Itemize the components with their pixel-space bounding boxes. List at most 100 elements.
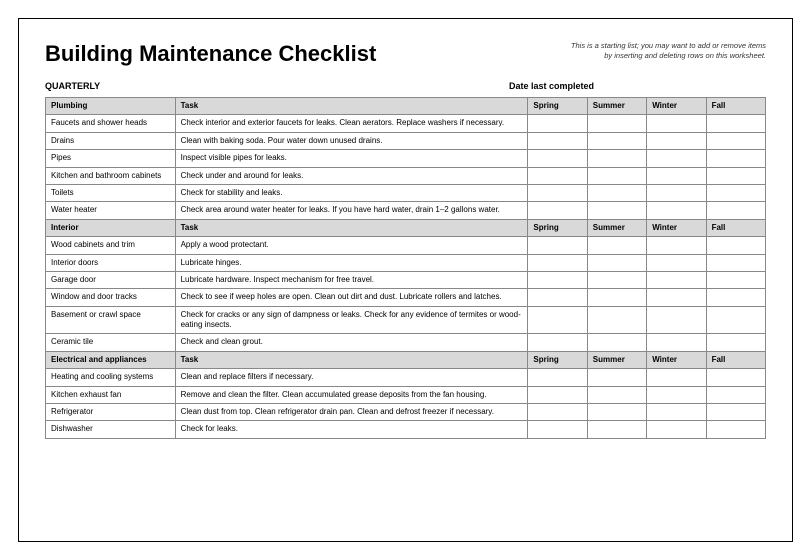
summer-cell[interactable] [587, 254, 646, 271]
task-column-header: Task [175, 351, 528, 368]
area-cell: Basement or crawl space [46, 306, 176, 334]
winter-cell[interactable] [647, 289, 706, 306]
spring-cell[interactable] [528, 167, 587, 184]
area-cell: Kitchen and bathroom cabinets [46, 167, 176, 184]
table-row: Kitchen exhaust fanRemove and clean the … [46, 386, 766, 403]
winter-cell[interactable] [647, 184, 706, 201]
spring-cell[interactable] [528, 334, 587, 351]
spring-cell[interactable] [528, 254, 587, 271]
summer-cell[interactable] [587, 115, 646, 132]
page-title: Building Maintenance Checklist [45, 41, 376, 67]
winter-cell[interactable] [647, 306, 706, 334]
fall-cell[interactable] [706, 404, 765, 421]
spring-cell[interactable] [528, 386, 587, 403]
fall-cell[interactable] [706, 386, 765, 403]
winter-cell[interactable] [647, 115, 706, 132]
spring-cell[interactable] [528, 421, 587, 438]
spring-cell[interactable] [528, 237, 587, 254]
season-header-summer: Summer [587, 351, 646, 368]
summer-cell[interactable] [587, 386, 646, 403]
season-header-spring: Spring [528, 98, 587, 115]
season-header-fall: Fall [706, 219, 765, 236]
summer-cell[interactable] [587, 289, 646, 306]
winter-cell[interactable] [647, 404, 706, 421]
task-cell: Check for stability and leaks. [175, 184, 528, 201]
spring-cell[interactable] [528, 289, 587, 306]
winter-cell[interactable] [647, 237, 706, 254]
winter-cell[interactable] [647, 132, 706, 149]
area-cell: Refrigerator [46, 404, 176, 421]
spring-cell[interactable] [528, 306, 587, 334]
task-cell: Apply a wood protectant. [175, 237, 528, 254]
winter-cell[interactable] [647, 271, 706, 288]
summer-cell[interactable] [587, 237, 646, 254]
task-cell: Clean and replace filters if necessary. [175, 369, 528, 386]
area-cell: Water heater [46, 202, 176, 219]
fall-cell[interactable] [706, 369, 765, 386]
section-header-row: Electrical and appliancesTaskSpringSumme… [46, 351, 766, 368]
winter-cell[interactable] [647, 386, 706, 403]
season-header-spring: Spring [528, 219, 587, 236]
spring-cell[interactable] [528, 202, 587, 219]
fall-cell[interactable] [706, 334, 765, 351]
table-row: ToiletsCheck for stability and leaks. [46, 184, 766, 201]
season-header-spring: Spring [528, 351, 587, 368]
season-header-summer: Summer [587, 98, 646, 115]
spring-cell[interactable] [528, 132, 587, 149]
summer-cell[interactable] [587, 271, 646, 288]
section-name: Electrical and appliances [46, 351, 176, 368]
summer-cell[interactable] [587, 306, 646, 334]
fall-cell[interactable] [706, 150, 765, 167]
table-row: Ceramic tileCheck and clean grout. [46, 334, 766, 351]
winter-cell[interactable] [647, 369, 706, 386]
area-cell: Faucets and shower heads [46, 115, 176, 132]
area-cell: Heating and cooling systems [46, 369, 176, 386]
winter-cell[interactable] [647, 334, 706, 351]
winter-cell[interactable] [647, 254, 706, 271]
fall-cell[interactable] [706, 289, 765, 306]
winter-cell[interactable] [647, 202, 706, 219]
spring-cell[interactable] [528, 184, 587, 201]
task-cell: Lubricate hinges. [175, 254, 528, 271]
area-cell: Ceramic tile [46, 334, 176, 351]
summer-cell[interactable] [587, 167, 646, 184]
winter-cell[interactable] [647, 150, 706, 167]
table-row: Heating and cooling systemsClean and rep… [46, 369, 766, 386]
task-cell: Clean dust from top. Clean refrigerator … [175, 404, 528, 421]
fall-cell[interactable] [706, 132, 765, 149]
fall-cell[interactable] [706, 115, 765, 132]
subheader: QUARTERLY Date last completed [45, 81, 766, 91]
summer-cell[interactable] [587, 150, 646, 167]
summer-cell[interactable] [587, 404, 646, 421]
spring-cell[interactable] [528, 369, 587, 386]
area-cell: Interior doors [46, 254, 176, 271]
season-header-fall: Fall [706, 98, 765, 115]
fall-cell[interactable] [706, 184, 765, 201]
task-cell: Check for leaks. [175, 421, 528, 438]
winter-cell[interactable] [647, 421, 706, 438]
season-header-summer: Summer [587, 219, 646, 236]
fall-cell[interactable] [706, 167, 765, 184]
summer-cell[interactable] [587, 334, 646, 351]
summer-cell[interactable] [587, 132, 646, 149]
starter-note: This is a starting list; you may want to… [571, 41, 766, 61]
fall-cell[interactable] [706, 271, 765, 288]
table-row: Wood cabinets and trimApply a wood prote… [46, 237, 766, 254]
spring-cell[interactable] [528, 150, 587, 167]
fall-cell[interactable] [706, 254, 765, 271]
fall-cell[interactable] [706, 202, 765, 219]
summer-cell[interactable] [587, 421, 646, 438]
season-header-winter: Winter [647, 351, 706, 368]
fall-cell[interactable] [706, 421, 765, 438]
note-line-2: by inserting and deleting rows on this w… [604, 51, 766, 60]
fall-cell[interactable] [706, 306, 765, 334]
spring-cell[interactable] [528, 115, 587, 132]
date-completed-label: Date last completed [509, 81, 594, 91]
fall-cell[interactable] [706, 237, 765, 254]
summer-cell[interactable] [587, 202, 646, 219]
summer-cell[interactable] [587, 369, 646, 386]
summer-cell[interactable] [587, 184, 646, 201]
winter-cell[interactable] [647, 167, 706, 184]
spring-cell[interactable] [528, 271, 587, 288]
spring-cell[interactable] [528, 404, 587, 421]
